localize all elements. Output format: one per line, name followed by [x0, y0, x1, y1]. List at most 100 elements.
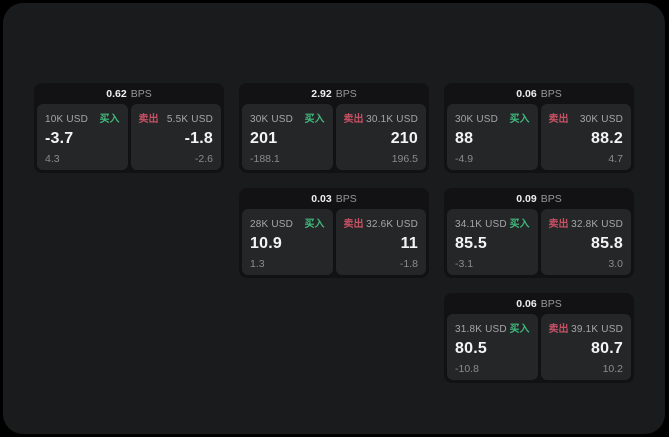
buy-sub-value: -188.1 — [250, 153, 280, 165]
buy-panel[interactable]: 30K USD 买入 201 -188.1 — [242, 104, 333, 170]
bps-value: 0.62 — [106, 87, 127, 100]
bps-value: 0.06 — [516, 87, 537, 100]
card-body: 31.8K USD 买入 80.5 -10.8 卖出 39.1K USD 80.… — [444, 314, 634, 383]
quote-card: 0.06 BPS 30K USD 买入 88 -4.9 卖出 30K USD — [444, 83, 634, 173]
buy-price: 201 — [250, 130, 278, 147]
sell-price: 210 — [390, 130, 418, 147]
sell-price: 80.7 — [591, 340, 623, 357]
sell-sub-value: 3.0 — [608, 258, 623, 270]
sell-size: 39.1K USD — [571, 324, 623, 335]
sell-price: -1.8 — [184, 130, 213, 147]
buy-tag: 买入 — [509, 324, 530, 335]
buy-tag: 买入 — [304, 114, 325, 125]
quote-card: 0.06 BPS 31.8K USD 买入 80.5 -10.8 卖出 39.1… — [444, 293, 634, 383]
sell-panel-top: 卖出 39.1K USD — [549, 320, 624, 335]
sell-tag: 卖出 — [138, 114, 159, 125]
sell-panel[interactable]: 卖出 39.1K USD 80.7 10.2 — [540, 314, 631, 380]
quote-cards-grid: 0.62 BPS 10K USD 买入 -3.7 4.3 卖出 5.5K USD — [34, 83, 634, 383]
buy-price: 80.5 — [455, 340, 487, 357]
buy-sub-value: -4.9 — [455, 153, 474, 165]
sell-size: 30.1K USD — [366, 114, 418, 125]
bps-value: 0.06 — [516, 297, 537, 310]
buy-sub-value: -3.1 — [455, 258, 474, 270]
bps-unit-label: BPS — [540, 297, 562, 310]
bps-header: 0.09 BPS — [444, 188, 634, 209]
buy-size: 30K USD — [455, 114, 499, 125]
buy-panel[interactable]: 10K USD 买入 -3.7 4.3 — [37, 104, 128, 170]
sell-size: 5.5K USD — [166, 114, 213, 125]
sell-panel[interactable]: 卖出 30.1K USD 210 196.5 — [335, 104, 426, 170]
card-body: 30K USD 买入 201 -188.1 卖出 30.1K USD 210 1… — [239, 104, 429, 173]
bps-unit-label: BPS — [540, 192, 562, 205]
buy-price: 85.5 — [455, 235, 487, 252]
buy-panel[interactable]: 31.8K USD 买入 80.5 -10.8 — [447, 314, 538, 380]
buy-size: 31.8K USD — [455, 324, 507, 335]
buy-price: -3.7 — [45, 130, 74, 147]
buy-size: 10K USD — [45, 114, 89, 125]
buy-size: 30K USD — [250, 114, 294, 125]
sell-sub-value: -2.6 — [194, 153, 213, 165]
buy-size: 28K USD — [250, 219, 294, 230]
sell-tag: 卖出 — [548, 219, 569, 230]
buy-price: 88 — [455, 130, 474, 147]
sell-sub-value: 196.5 — [391, 153, 418, 165]
sell-panel[interactable]: 卖出 5.5K USD -1.8 -2.6 — [130, 104, 221, 170]
bps-header: 0.06 BPS — [444, 293, 634, 314]
bps-unit-label: BPS — [540, 87, 562, 100]
bps-unit-label: BPS — [335, 87, 357, 100]
sell-price: 88.2 — [591, 130, 623, 147]
quote-card: 0.62 BPS 10K USD 买入 -3.7 4.3 卖出 5.5K USD — [34, 83, 224, 173]
sell-panel[interactable]: 卖出 30K USD 88.2 4.7 — [540, 104, 631, 170]
buy-tag: 买入 — [304, 219, 325, 230]
buy-price: 10.9 — [250, 235, 282, 252]
bps-header: 0.06 BPS — [444, 83, 634, 104]
sell-panel-top: 卖出 32.8K USD — [549, 215, 624, 230]
bps-value: 0.09 — [516, 192, 537, 205]
sell-panel-top: 卖出 5.5K USD — [139, 110, 214, 125]
quote-card: 2.92 BPS 30K USD 买入 201 -188.1 卖出 30.1K … — [239, 83, 429, 173]
card-body: 34.1K USD 买入 85.5 -3.1 卖出 32.8K USD 85.8… — [444, 209, 634, 278]
bps-unit-label: BPS — [130, 87, 152, 100]
buy-sub-value: 1.3 — [250, 258, 265, 270]
buy-tag: 买入 — [99, 114, 120, 125]
sell-price: 85.8 — [591, 235, 623, 252]
quote-card: 0.03 BPS 28K USD 买入 10.9 1.3 卖出 32.6K US… — [239, 188, 429, 278]
bps-header: 2.92 BPS — [239, 83, 429, 104]
buy-panel[interactable]: 30K USD 买入 88 -4.9 — [447, 104, 538, 170]
sell-sub-value: 4.7 — [608, 153, 623, 165]
buy-size: 34.1K USD — [455, 219, 507, 230]
buy-panel-top: 30K USD 买入 — [455, 110, 530, 125]
buy-panel[interactable]: 34.1K USD 买入 85.5 -3.1 — [447, 209, 538, 275]
bps-value: 0.03 — [311, 192, 332, 205]
buy-sub-value: 4.3 — [45, 153, 60, 165]
sell-sub-value: 10.2 — [602, 363, 623, 375]
app-container: 0.62 BPS 10K USD 买入 -3.7 4.3 卖出 5.5K USD — [3, 3, 665, 434]
sell-panel[interactable]: 卖出 32.6K USD 11 -1.8 — [335, 209, 426, 275]
buy-tag: 买入 — [509, 114, 530, 125]
buy-panel-top: 30K USD 买入 — [250, 110, 325, 125]
sell-price: 11 — [400, 235, 418, 252]
sell-panel-top: 卖出 30.1K USD — [344, 110, 419, 125]
bps-header: 0.03 BPS — [239, 188, 429, 209]
bps-unit-label: BPS — [335, 192, 357, 205]
sell-sub-value: -1.8 — [399, 258, 418, 270]
sell-panel[interactable]: 卖出 32.8K USD 85.8 3.0 — [540, 209, 631, 275]
buy-panel[interactable]: 28K USD 买入 10.9 1.3 — [242, 209, 333, 275]
buy-panel-top: 31.8K USD 买入 — [455, 320, 530, 335]
quote-card: 0.09 BPS 34.1K USD 买入 85.5 -3.1 卖出 32.8K… — [444, 188, 634, 278]
sell-size: 32.8K USD — [571, 219, 623, 230]
sell-panel-top: 卖出 30K USD — [549, 110, 624, 125]
sell-panel-top: 卖出 32.6K USD — [344, 215, 419, 230]
buy-panel-top: 34.1K USD 买入 — [455, 215, 530, 230]
sell-tag: 卖出 — [343, 219, 364, 230]
sell-size: 30K USD — [579, 114, 623, 125]
sell-tag: 卖出 — [548, 114, 569, 125]
sell-size: 32.6K USD — [366, 219, 418, 230]
sell-tag: 卖出 — [548, 324, 569, 335]
buy-sub-value: -10.8 — [455, 363, 479, 375]
buy-panel-top: 10K USD 买入 — [45, 110, 120, 125]
card-body: 30K USD 买入 88 -4.9 卖出 30K USD 88.2 4.7 — [444, 104, 634, 173]
buy-panel-top: 28K USD 买入 — [250, 215, 325, 230]
bps-value: 2.92 — [311, 87, 332, 100]
bps-header: 0.62 BPS — [34, 83, 224, 104]
